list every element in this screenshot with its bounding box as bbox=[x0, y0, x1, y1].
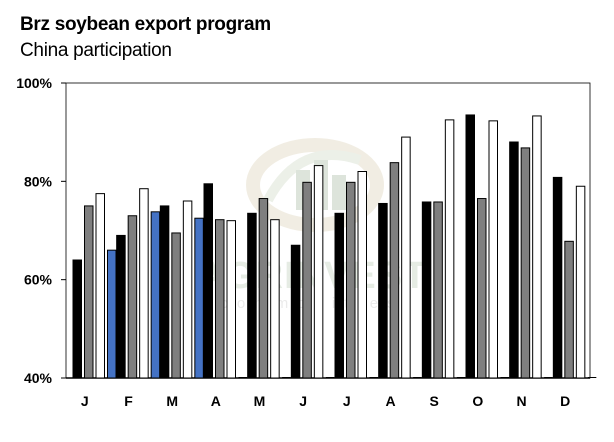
bar-series-4 bbox=[107, 249, 117, 379]
bar-series-2 bbox=[520, 147, 531, 379]
bar-series-3 bbox=[182, 200, 193, 379]
bar-series-2 bbox=[127, 215, 138, 379]
x-tick-label: J bbox=[343, 393, 351, 409]
bar-series-3 bbox=[488, 120, 498, 379]
x-tick-label: M bbox=[166, 393, 178, 409]
bar-series-1 bbox=[421, 201, 432, 379]
x-tick-label: N bbox=[516, 393, 526, 409]
bar-series-3 bbox=[313, 165, 324, 379]
x-tick-label: D bbox=[560, 393, 570, 409]
bar-series-4 bbox=[194, 217, 204, 379]
x-tick-label: A bbox=[211, 393, 221, 409]
bar-series-2 bbox=[171, 232, 181, 379]
bar-series-3 bbox=[532, 115, 542, 379]
bar-series-2 bbox=[302, 181, 312, 379]
bar-series-2 bbox=[564, 240, 574, 379]
bar-series-3 bbox=[401, 136, 411, 379]
bar-series-2 bbox=[389, 162, 400, 379]
bar-series-1 bbox=[116, 234, 126, 379]
bar-series-4 bbox=[150, 211, 161, 379]
bar-series-1 bbox=[290, 244, 301, 379]
y-tick-label: 80% bbox=[24, 173, 53, 189]
bar-series-2 bbox=[84, 205, 94, 379]
y-tick-label: 100% bbox=[16, 75, 52, 91]
x-tick-label: S bbox=[429, 393, 438, 409]
bars-layer bbox=[72, 114, 597, 379]
bar-series-1 bbox=[509, 141, 519, 379]
x-tick-label: J bbox=[81, 393, 89, 409]
y-tick-label: 60% bbox=[24, 272, 53, 288]
x-tick-label: M bbox=[254, 393, 266, 409]
x-tick-label: O bbox=[472, 393, 483, 409]
y-tick-label: 40% bbox=[24, 370, 53, 386]
bar-series-1 bbox=[378, 202, 388, 379]
chart-subtitle: China participation bbox=[20, 40, 172, 61]
bar-series-3 bbox=[270, 219, 280, 379]
bar-series-1 bbox=[247, 212, 257, 379]
bar-series-2 bbox=[477, 198, 487, 379]
x-tick-label: J bbox=[299, 393, 307, 409]
bar-series-1 bbox=[203, 183, 213, 379]
bar-series-3 bbox=[444, 119, 455, 379]
bar-series-2 bbox=[215, 219, 225, 379]
chart-title: Brz soybean export program bbox=[20, 14, 271, 35]
bar-series-3 bbox=[357, 171, 367, 379]
bar-series-2 bbox=[346, 181, 356, 379]
labels-layer: 40% 60% 80% 100% J F M A M J J A S O N D bbox=[16, 75, 570, 409]
bar-series-1 bbox=[552, 176, 563, 379]
bar-series-3 bbox=[139, 188, 149, 379]
bar-series-3 bbox=[95, 193, 105, 379]
bar-series-1 bbox=[334, 212, 344, 379]
bar-series-3 bbox=[226, 220, 236, 379]
bar-series-1 bbox=[159, 205, 170, 379]
bar-series-2 bbox=[258, 198, 269, 379]
bar-series-3 bbox=[575, 185, 586, 379]
x-tick-label: A bbox=[385, 393, 395, 409]
bar-series-1 bbox=[72, 259, 82, 379]
bar-series-2 bbox=[433, 201, 443, 379]
bar-series-1 bbox=[465, 114, 475, 379]
x-tick-label: F bbox=[124, 393, 133, 409]
